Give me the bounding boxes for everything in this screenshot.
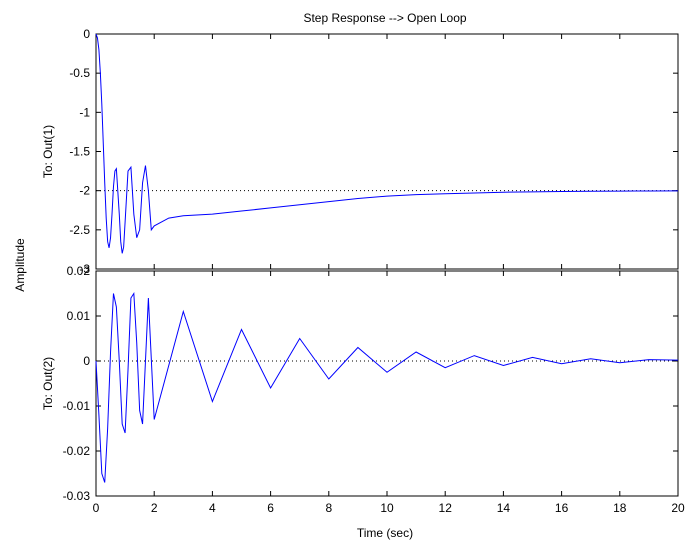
x-tick-label: 8 — [325, 501, 332, 515]
y-tick-label: 0 — [83, 354, 90, 368]
y-tick-label: -0.01 — [63, 399, 91, 413]
y-tick-label: -1 — [79, 105, 90, 119]
y-tick-label: 0.02 — [67, 264, 91, 278]
subplot-out2: 0.020.010-0.01-0.02-0.030 2 4 6 8 10 12 14 16 18 2… — [41, 264, 685, 515]
x-tick-label: 20 — [671, 501, 685, 515]
chart-title: Step Response --> Open Loop — [303, 11, 466, 25]
y-tick-label: -0.03 — [63, 489, 91, 503]
y-tick-label: -2 — [79, 184, 90, 198]
subplot-out1: 0 -0.5 -1 -1.5 -2 -2.5 -3 To: Out(1) — [41, 27, 679, 276]
x-tick-label: 18 — [613, 501, 627, 515]
y-tick-label: -3 — [79, 262, 90, 276]
x-tick-label: 12 — [439, 501, 453, 515]
x-tick-label: 2 — [151, 501, 158, 515]
axes-frame — [95, 270, 679, 497]
response-line — [95, 291, 679, 483]
y-tick-label: -2.5 — [69, 223, 90, 237]
subplot-y-label: To: Out(2) — [41, 357, 55, 410]
x-tick-label: 4 — [209, 501, 216, 515]
y-tick-label: -0.5 — [69, 66, 90, 80]
y-tick-label: -0.02 — [63, 444, 91, 458]
x-axis-label: Time (sec) — [357, 526, 413, 540]
x-tick-label: 14 — [497, 501, 511, 515]
y-tick-label: 0.01 — [67, 309, 91, 323]
x-tick-label: 16 — [555, 501, 569, 515]
y-tick-label: -1.5 — [69, 145, 90, 159]
subplot-y-label: To: Out(1) — [41, 125, 55, 178]
x-tick-label: 10 — [380, 501, 394, 515]
y-axis-label: Amplitude — [13, 238, 27, 292]
axes-frame — [95, 33, 679, 270]
x-tick-label: 0 — [93, 501, 100, 515]
y-tick-label: 0 — [83, 27, 90, 41]
response-line — [95, 33, 679, 254]
x-tick-label: 6 — [267, 501, 274, 515]
